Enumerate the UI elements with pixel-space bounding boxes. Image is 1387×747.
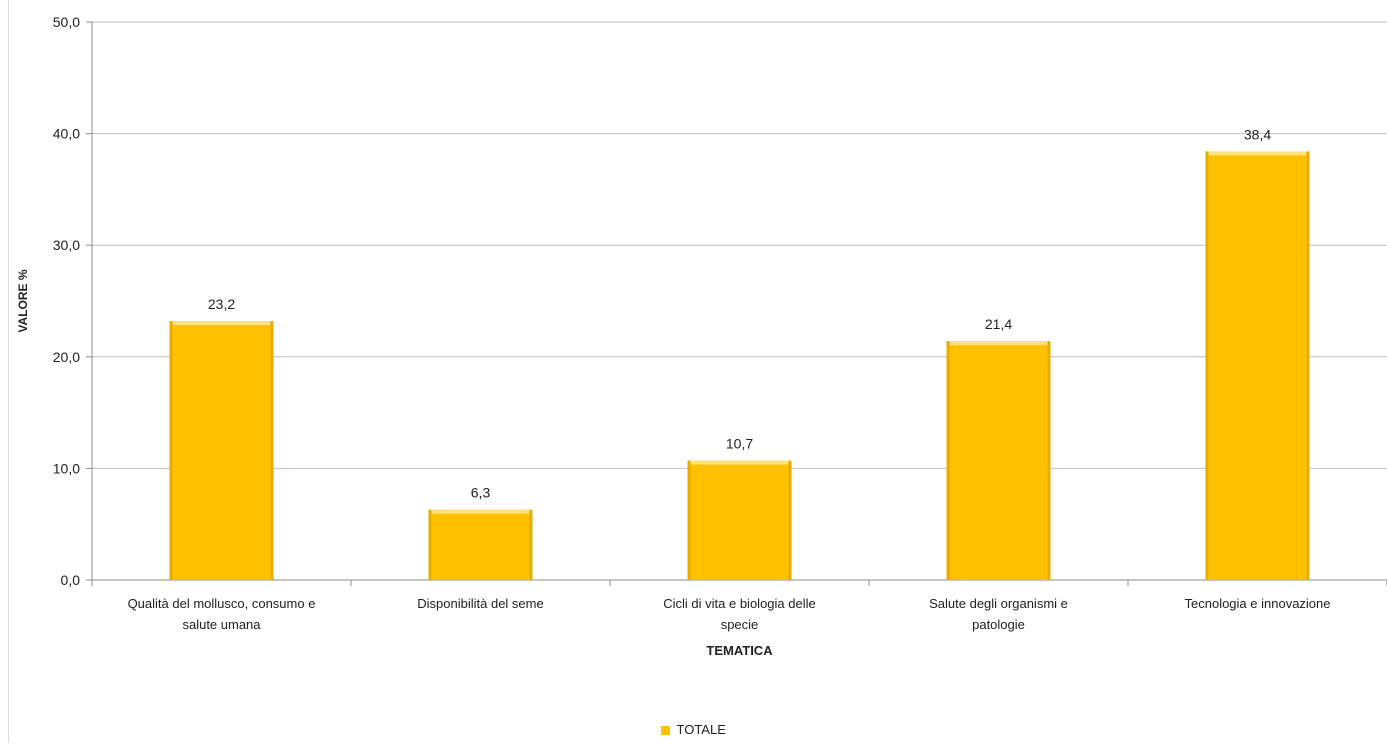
x-category-label: salute umana (182, 617, 261, 632)
x-category-label: patologie (972, 617, 1025, 632)
bar-edge-right (1306, 151, 1310, 580)
y-tick-label: 10,0 (53, 460, 80, 476)
x-category-label: specie (721, 617, 759, 632)
legend-label: TOTALE (676, 722, 726, 737)
y-tick-label: 0,0 (61, 572, 81, 588)
data-label: 6,3 (471, 485, 491, 501)
bar-edge-right (1047, 341, 1051, 580)
chart-frame-edge (8, 0, 9, 742)
x-category-label: Salute degli organismi e (929, 596, 1068, 611)
bar-highlight (169, 321, 274, 326)
x-category-label: Disponibilità del seme (417, 596, 543, 611)
bar-highlight (946, 341, 1051, 346)
bar-edge-right (788, 460, 792, 580)
data-label: 10,7 (726, 436, 753, 452)
bar-edge-left (687, 460, 691, 580)
legend: TOTALE (0, 722, 1387, 737)
x-category-label: Tecnologia e innovazione (1185, 596, 1331, 611)
bar-highlight (687, 460, 792, 465)
bar-highlight (428, 509, 533, 514)
bar (428, 509, 533, 580)
legend-swatch (661, 726, 671, 736)
y-tick-label: 50,0 (53, 14, 80, 30)
bar-edge-left (946, 341, 950, 580)
bar-edge-right (270, 321, 274, 580)
x-axis-title: TEMATICA (706, 643, 773, 658)
bar-edge-left (428, 509, 432, 580)
y-tick-label: 40,0 (53, 126, 80, 142)
bar (946, 341, 1051, 580)
x-category-label: Cicli di vita e biologia delle (663, 596, 815, 611)
data-label: 38,4 (1244, 126, 1271, 142)
bar-highlight (1205, 151, 1310, 156)
bar-edge-right (529, 509, 533, 580)
y-axis-title: VALORE % (16, 269, 30, 332)
bar (687, 460, 792, 580)
y-tick-label: 20,0 (53, 349, 80, 365)
y-tick-label: 30,0 (53, 237, 80, 253)
data-label: 23,2 (208, 296, 235, 312)
bar-edge-left (1205, 151, 1209, 580)
bar-edge-left (169, 321, 173, 580)
x-category-label: Qualità del mollusco, consumo e (128, 596, 316, 611)
bar (1205, 151, 1310, 580)
data-label: 21,4 (985, 316, 1012, 332)
bar (169, 321, 274, 580)
